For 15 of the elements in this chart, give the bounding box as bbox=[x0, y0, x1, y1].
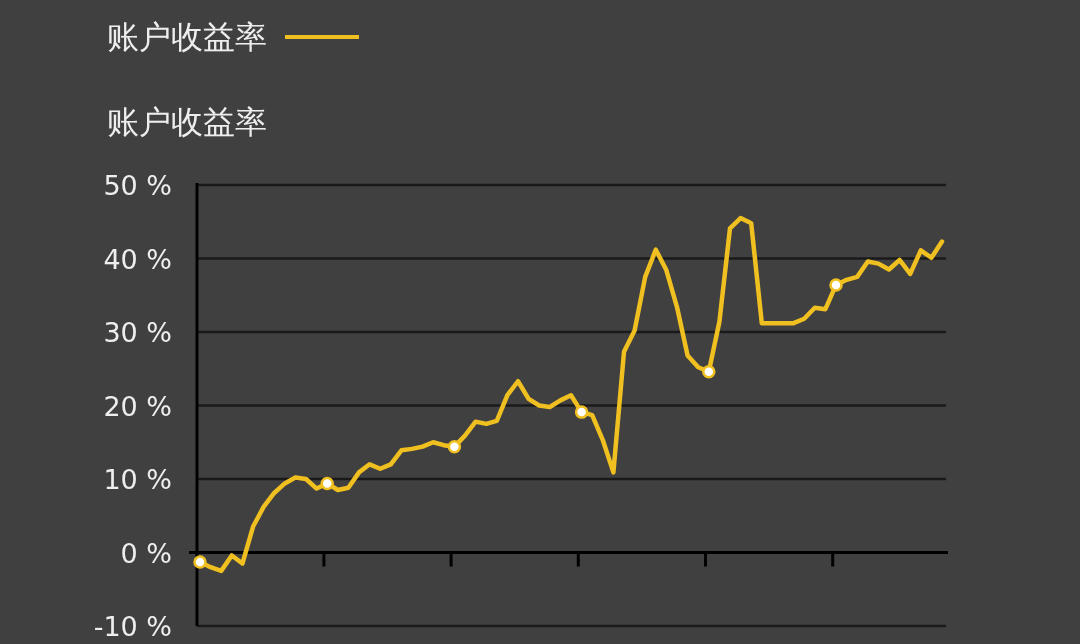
y-tick-label: 50 % bbox=[103, 170, 172, 201]
point bbox=[193, 555, 207, 569]
y-tick-label: -10 % bbox=[93, 611, 172, 642]
point bbox=[829, 278, 843, 292]
point bbox=[447, 439, 462, 454]
y-tick-label: 10 % bbox=[103, 464, 172, 495]
y-axis-title: 账户收益率 bbox=[107, 103, 267, 141]
point bbox=[320, 476, 334, 491]
legend-label: 账户收益率 bbox=[107, 18, 267, 56]
y-tick-label: 0 % bbox=[120, 537, 172, 569]
point bbox=[574, 405, 589, 419]
point bbox=[702, 364, 716, 379]
y-tick-label: 40 % bbox=[103, 243, 172, 275]
y-tick-label: 30 % bbox=[103, 317, 172, 348]
y-tick-label: 20 % bbox=[103, 390, 172, 422]
